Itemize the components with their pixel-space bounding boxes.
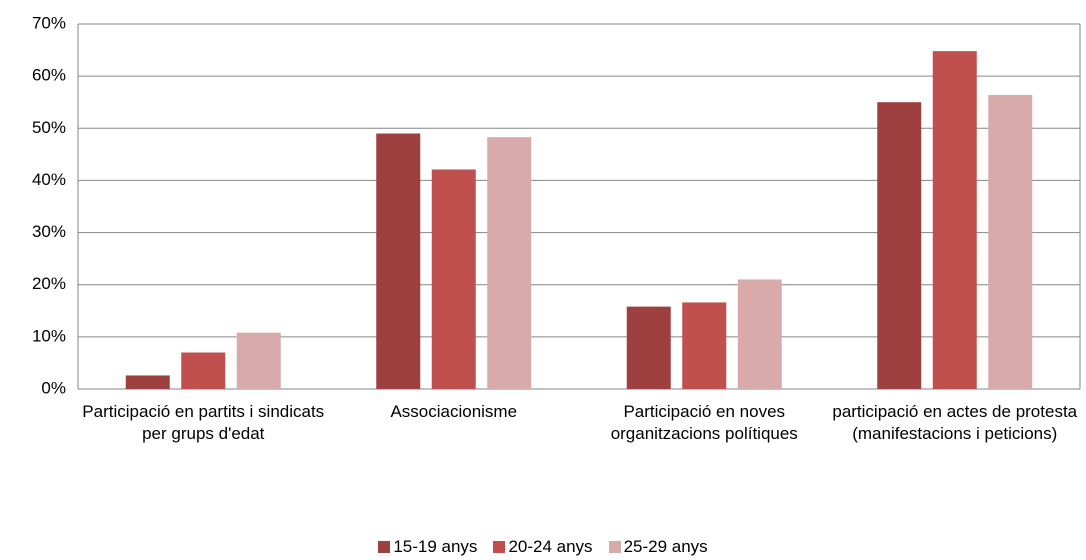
bar (431, 169, 476, 389)
y-tick-label: 70% (32, 13, 66, 32)
y-tick-label: 10% (32, 326, 66, 345)
bar (487, 137, 532, 389)
legend-label: 15-19 anys (393, 537, 478, 556)
legend-swatch (608, 541, 621, 553)
legend: 15-19 anys 20-24 anys 25-29 anys (0, 537, 1086, 557)
legend-item: 25-29 anys (608, 537, 708, 557)
x-tick-label: Participació en noves organitzacions pol… (610, 402, 798, 443)
legend-swatch (493, 541, 506, 553)
bar (682, 302, 727, 389)
legend-swatch (378, 541, 391, 553)
y-tick-label: 60% (32, 66, 66, 85)
bar (125, 375, 170, 389)
bar (737, 279, 782, 389)
y-tick-label: 20% (32, 274, 66, 293)
bar (932, 51, 977, 389)
y-tick-label: 50% (32, 118, 66, 137)
legend-label: 25-29 anys (623, 537, 708, 556)
x-tick-label: Participació en partits i sindicats per … (82, 402, 325, 443)
x-tick-label: participació en actes de protesta (manif… (832, 402, 1078, 443)
bar (877, 102, 922, 389)
y-tick-label: 40% (32, 170, 66, 189)
legend-item: 20-24 anys (493, 537, 593, 557)
plot: 0% 10% 20% 30% 40% 50% 60% 70% (32, 13, 1081, 397)
x-tick-label: Associacionisme (390, 402, 518, 421)
y-tick-label: 30% (32, 222, 66, 241)
y-tick-label: 0% (41, 378, 66, 397)
legend-label: 20-24 anys (508, 537, 593, 556)
bar (181, 352, 226, 389)
bar (626, 306, 671, 389)
legend-item: 15-19 anys (378, 537, 477, 557)
bar (236, 332, 281, 389)
bar (376, 133, 421, 389)
bar (988, 94, 1033, 390)
